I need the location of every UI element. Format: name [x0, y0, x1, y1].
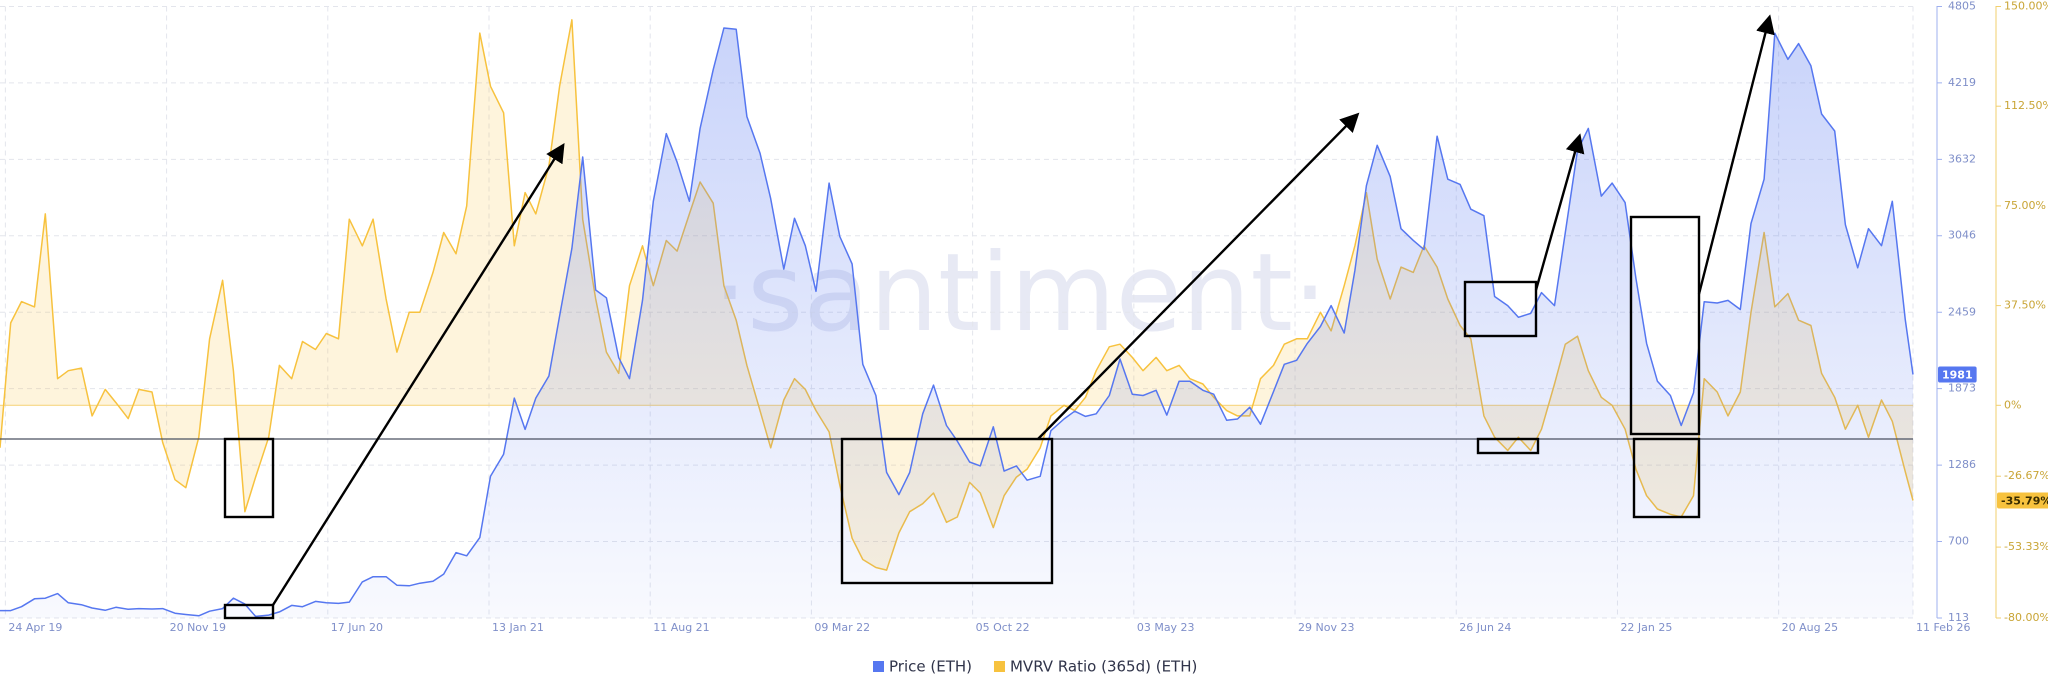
- value-badge-label: -35.79%: [2001, 494, 2048, 507]
- series-line: [0, 27, 1914, 618]
- plot-area: [0, 6, 1914, 619]
- x-tick-label: 20 Aug 25: [1782, 621, 1838, 634]
- x-tick-label: 09 Mar 22: [814, 621, 870, 634]
- annotation-box: [223, 603, 275, 620]
- legend-label: Price (ETH): [889, 658, 972, 676]
- y2-tick-label: -80.00%: [2004, 611, 2048, 624]
- annotation-box: [1476, 437, 1540, 455]
- value-badge-label: 1981: [1942, 369, 1973, 382]
- y2-tick-label: 150.00%: [2004, 0, 2048, 13]
- series-area: [0, 28, 1913, 618]
- x-tick-label: 03 May 23: [1137, 621, 1195, 634]
- y2-tick-label: -53.33%: [2004, 540, 2048, 553]
- y-tick-label: 3632: [1948, 152, 1976, 165]
- annotation-box: [1463, 280, 1538, 338]
- annotation-arrow: [1037, 112, 1360, 440]
- series-area: [0, 19, 1913, 571]
- y-tick-label: 700: [1948, 534, 1969, 547]
- axes: 24 Apr 19 20 Nov 19 17 Jun 20 13 Jan 21 11 A…: [8, 0, 2048, 676]
- y2-tick-label: -26.67%: [2004, 469, 2048, 482]
- annotation-box: [1629, 215, 1701, 436]
- value-badge: [1997, 492, 2048, 509]
- y-tick-label: 1286: [1948, 458, 1976, 471]
- value-badge: [1938, 366, 1977, 383]
- annotation-box: [223, 437, 275, 519]
- y-tick-label: 4805: [1948, 0, 1976, 13]
- annotations: [223, 14, 1775, 620]
- annotation-box: [840, 437, 1054, 585]
- y2-tick-label: 75.00%: [2004, 199, 2046, 212]
- annotation-arrow: [1697, 14, 1775, 295]
- annotation-arrow: [1534, 133, 1585, 291]
- legend-label: MVRV Ratio (365d) (ETH): [1010, 658, 1197, 676]
- x-tick-label: 11 Aug 21: [653, 621, 709, 634]
- y2-tick-label: 37.50%: [2004, 299, 2046, 312]
- legend-swatch: [993, 661, 1005, 672]
- x-tick-label: 22 Jan 25: [1620, 621, 1672, 634]
- x-tick-label: 24 Apr 19: [8, 621, 62, 634]
- annotation-arrow: [271, 142, 565, 606]
- x-tick-label: 11 Feb 26: [1916, 621, 1970, 634]
- y-tick-label: 3046: [1948, 229, 1976, 242]
- x-tick-label: 05 Oct 22: [976, 621, 1030, 634]
- y-tick-label: 1873: [1948, 382, 1976, 395]
- y-tick-label: 2459: [1948, 305, 1976, 318]
- y2-tick-label: 112.50%: [2004, 99, 2048, 112]
- y-tick-label: 4219: [1948, 76, 1976, 89]
- x-tick-label: 29 Nov 23: [1298, 621, 1354, 634]
- legend-swatch: [873, 661, 884, 672]
- x-tick-label: 17 Jun 20: [331, 621, 383, 634]
- x-tick-label: 26 Jun 24: [1459, 621, 1511, 634]
- x-tick-label: 20 Nov 19: [170, 621, 226, 634]
- x-tick-label: 13 Jan 21: [492, 621, 544, 634]
- y2-tick-label: 0%: [2004, 398, 2021, 411]
- y-tick-label: 113: [1948, 611, 1969, 624]
- annotation-box: [1632, 437, 1701, 519]
